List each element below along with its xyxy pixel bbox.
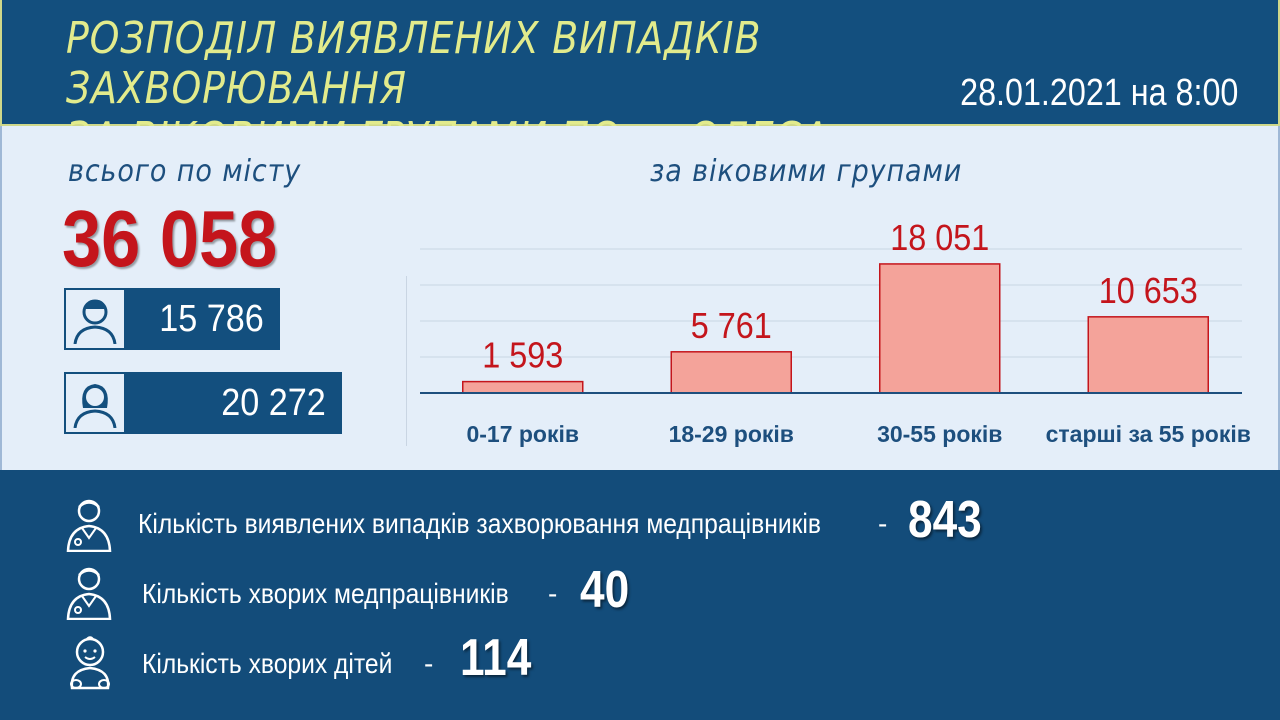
stat-label: Кількість хворих дітей [142, 648, 393, 679]
bar-value-label: 10 653 [1099, 271, 1198, 311]
medical-stats-section: Кількість виявлених випадків захворюванн… [0, 470, 1280, 720]
stat-dash: - [878, 508, 888, 539]
total-value: 36 058 [62, 194, 278, 283]
female-avatar-icon [64, 372, 126, 434]
male-count: 15 786 [159, 298, 264, 340]
category-label: 0-17 років [466, 421, 579, 447]
female-count: 20 272 [221, 382, 326, 424]
doctor-icon [66, 499, 112, 552]
stats-panel: всього по місту 36 058 15 786 20 272 за … [0, 126, 1280, 470]
category-label: старші за 55 років [1046, 421, 1251, 447]
stat-row-medics-cases: Кількість виявлених випадків захворюванн… [0, 491, 1280, 556]
stat-value: 114 [460, 629, 532, 687]
bar [462, 380, 584, 394]
bar-value-label: 18 051 [890, 218, 989, 258]
baby-icon [70, 636, 110, 690]
title-line-1: РОЗПОДІЛ ВИЯВЛЕНИХ ВИПАДКІВ ЗАХВОРЮВАННЯ [66, 13, 762, 114]
female-count-box: 20 272 [64, 372, 342, 434]
stat-row-sick-medics: Кількість хворих медпрацівників - 40 [0, 561, 1280, 624]
stat-dash: - [548, 578, 558, 609]
chart-title: за віковими групами [650, 154, 963, 189]
bar-value-label: 1 593 [482, 336, 563, 376]
doctor-icon [66, 567, 112, 620]
stat-label: Кількість хворих медпрацівників [142, 578, 509, 609]
report-date: 28.01.2021 на 8:00 [959, 72, 1238, 114]
male-avatar-icon [64, 288, 126, 350]
bar-value-label: 5 761 [691, 306, 772, 346]
age-group-bar-chart: 1 593 0-17 років 5 761 18-29 років 18 051 30-… [420, 218, 1251, 447]
total-label: всього по місту [68, 154, 302, 189]
panel-divider [406, 276, 407, 446]
male-count-box: 15 786 [64, 288, 280, 350]
stat-dash: - [424, 648, 434, 679]
stat-value: 40 [580, 561, 630, 619]
stat-value: 843 [908, 491, 982, 549]
category-label: 30-55 років [877, 421, 1002, 447]
header: РОЗПОДІЛ ВИЯВЛЕНИХ ВИПАДКІВ ЗАХВОРЮВАННЯ… [0, 0, 1280, 164]
category-label: 18-29 років [669, 421, 794, 447]
stat-label: Кількість виявлених випадків захворюванн… [138, 508, 821, 539]
bar [1087, 316, 1209, 394]
bar [670, 351, 792, 394]
stat-row-sick-children: Кількість хворих дітей - 114 [0, 629, 1280, 694]
bar [879, 263, 1001, 394]
